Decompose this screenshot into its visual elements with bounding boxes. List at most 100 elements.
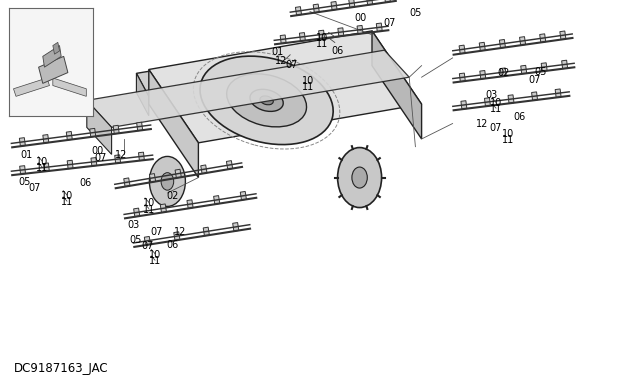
Ellipse shape (161, 173, 174, 190)
Polygon shape (555, 89, 561, 98)
Text: 06: 06 (332, 46, 344, 56)
Text: 06: 06 (79, 178, 92, 188)
Polygon shape (521, 65, 527, 74)
Text: 07: 07 (141, 241, 154, 251)
Polygon shape (91, 157, 97, 166)
Text: 02: 02 (497, 68, 510, 78)
Text: 11: 11 (302, 82, 314, 92)
Polygon shape (67, 160, 73, 169)
Text: 07: 07 (528, 74, 541, 85)
Text: 12: 12 (275, 56, 287, 66)
Text: 12: 12 (476, 119, 489, 129)
Polygon shape (499, 39, 505, 48)
Polygon shape (175, 169, 181, 178)
Text: 11: 11 (316, 39, 329, 49)
Polygon shape (43, 163, 50, 171)
Ellipse shape (338, 147, 381, 208)
Polygon shape (38, 56, 68, 83)
Polygon shape (20, 166, 25, 174)
Polygon shape (138, 152, 144, 161)
Polygon shape (459, 73, 466, 81)
Polygon shape (241, 191, 246, 200)
Text: 07: 07 (285, 60, 298, 70)
Polygon shape (113, 125, 119, 134)
Polygon shape (136, 73, 149, 116)
Text: 11: 11 (490, 104, 502, 114)
Text: 02: 02 (166, 191, 179, 201)
Polygon shape (136, 35, 384, 96)
Polygon shape (214, 196, 219, 204)
Polygon shape (53, 42, 60, 54)
Text: 05: 05 (409, 8, 422, 18)
Text: 00: 00 (355, 13, 367, 23)
Text: 01: 01 (20, 150, 33, 160)
Polygon shape (357, 25, 363, 34)
Polygon shape (87, 50, 409, 127)
Polygon shape (174, 232, 180, 240)
Polygon shape (134, 208, 140, 217)
Ellipse shape (149, 156, 185, 207)
Polygon shape (87, 100, 112, 154)
Text: 03: 03 (485, 90, 497, 100)
Polygon shape (43, 46, 61, 67)
Text: 10: 10 (302, 76, 314, 86)
Polygon shape (480, 71, 486, 79)
Polygon shape (115, 155, 121, 163)
Polygon shape (280, 35, 286, 44)
Polygon shape (149, 31, 422, 143)
Polygon shape (136, 122, 143, 131)
Ellipse shape (352, 167, 367, 188)
Text: 10: 10 (149, 250, 161, 260)
Polygon shape (232, 223, 239, 231)
Text: 05: 05 (19, 177, 31, 187)
Polygon shape (562, 60, 568, 69)
Polygon shape (66, 132, 73, 140)
Text: 07: 07 (490, 123, 502, 133)
Polygon shape (366, 0, 373, 5)
Polygon shape (124, 178, 130, 186)
Polygon shape (384, 0, 391, 2)
Polygon shape (299, 32, 306, 41)
Polygon shape (461, 101, 467, 109)
Text: 11: 11 (143, 205, 155, 215)
Text: 07: 07 (95, 153, 107, 163)
Polygon shape (331, 2, 337, 10)
Polygon shape (90, 129, 95, 137)
Polygon shape (539, 34, 546, 42)
Polygon shape (149, 69, 198, 178)
Polygon shape (508, 95, 514, 103)
Polygon shape (541, 63, 547, 71)
Text: 11: 11 (502, 135, 515, 145)
Polygon shape (372, 31, 422, 139)
Text: 10: 10 (61, 191, 73, 201)
Polygon shape (295, 7, 301, 15)
Polygon shape (201, 165, 207, 174)
Text: 07: 07 (383, 18, 396, 28)
Polygon shape (479, 42, 485, 51)
Text: 07: 07 (28, 183, 40, 193)
Text: 05: 05 (129, 235, 141, 245)
Text: 06: 06 (166, 240, 179, 251)
Polygon shape (19, 138, 25, 146)
Text: 10: 10 (143, 198, 155, 208)
Polygon shape (500, 68, 507, 76)
Ellipse shape (260, 96, 273, 105)
Polygon shape (319, 30, 325, 39)
Polygon shape (484, 98, 490, 106)
Polygon shape (348, 0, 355, 8)
Text: 10: 10 (490, 98, 502, 108)
Ellipse shape (227, 74, 306, 127)
Polygon shape (459, 45, 465, 54)
Polygon shape (203, 227, 210, 236)
Ellipse shape (250, 89, 283, 112)
Polygon shape (161, 204, 166, 213)
Text: 00: 00 (92, 146, 104, 156)
Polygon shape (520, 37, 526, 45)
Polygon shape (144, 237, 151, 245)
Text: 10: 10 (502, 129, 515, 139)
Text: 06: 06 (513, 112, 526, 122)
Polygon shape (53, 78, 86, 96)
Text: 11: 11 (61, 197, 73, 207)
Polygon shape (149, 174, 156, 182)
Text: 12: 12 (115, 150, 127, 160)
